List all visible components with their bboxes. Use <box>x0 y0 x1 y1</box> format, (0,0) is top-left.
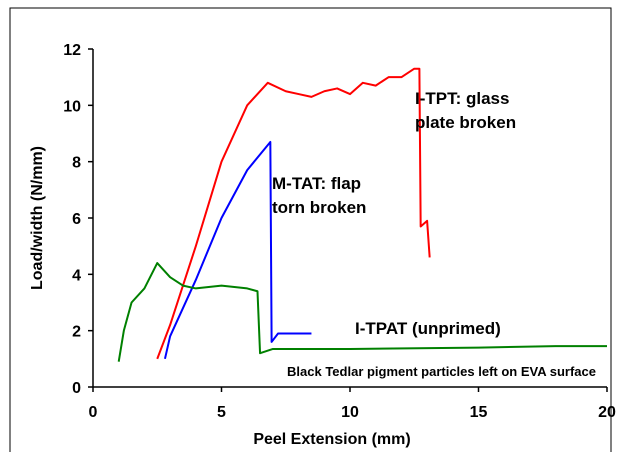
annotation: Black Tedlar pigment particles left on E… <box>287 364 596 379</box>
x-tick-label: 10 <box>341 404 359 421</box>
frame <box>9 7 612 452</box>
x-tick-label: 15 <box>470 404 488 421</box>
x-tick-label: 20 <box>598 404 616 421</box>
y-tick-label: 8 <box>72 155 81 172</box>
y-tick-label: 2 <box>72 324 81 341</box>
y-tick-label: 0 <box>72 380 81 397</box>
annotation: I-TPT: glass <box>415 89 509 108</box>
y-tick-label: 10 <box>63 98 81 115</box>
series-line <box>163 140 312 360</box>
y-tick-label: 4 <box>72 267 81 284</box>
annotation: I-TPAT (unprimed) <box>355 319 501 338</box>
series-line <box>156 67 431 360</box>
series-line <box>117 262 607 362</box>
y-tick-label: 6 <box>72 211 81 228</box>
y-tick-label: 12 <box>63 42 81 59</box>
annotation: M-TAT: flap <box>272 174 361 193</box>
annotation: torn broken <box>272 198 366 217</box>
x-tick-label: 0 <box>89 404 98 421</box>
x-axis-title: Peel Extension (mm) <box>253 431 410 448</box>
annotation: plate broken <box>415 113 516 132</box>
x-tick-label: 5 <box>217 404 226 421</box>
y-axis-title: Load/width (N/mm) <box>29 146 46 290</box>
